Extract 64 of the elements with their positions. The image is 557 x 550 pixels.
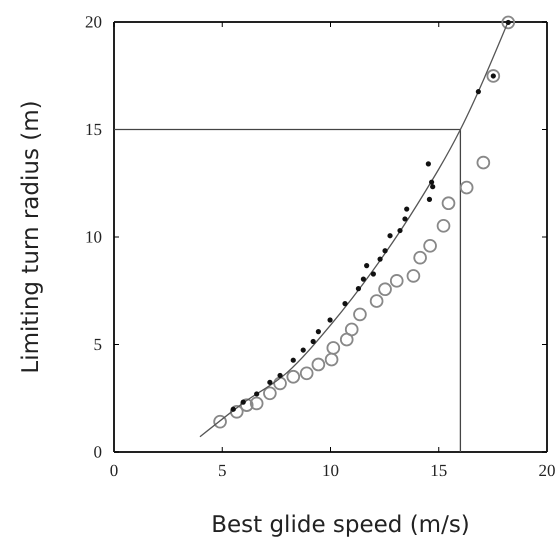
- point: [413, 250, 427, 264]
- x-tick-label: 15: [430, 461, 448, 480]
- point: [426, 196, 432, 202]
- point: [442, 196, 456, 210]
- point: [501, 16, 516, 30]
- point: [290, 358, 296, 363]
- point: [486, 69, 500, 83]
- point: [340, 332, 354, 346]
- point: [476, 89, 481, 94]
- y-tick-label: 10: [85, 227, 102, 246]
- point: [402, 216, 408, 222]
- x-tick-label: 20: [538, 461, 556, 480]
- point: [390, 274, 404, 288]
- y-tick-label: 0: [94, 442, 102, 462]
- point: [428, 180, 434, 185]
- point: [277, 372, 283, 378]
- point: [254, 391, 260, 397]
- point: [423, 239, 437, 253]
- point: [327, 317, 333, 323]
- point: [273, 376, 287, 390]
- point: [382, 248, 388, 254]
- point: [370, 271, 376, 277]
- point: [353, 308, 367, 322]
- point: [300, 347, 306, 353]
- point: [404, 206, 410, 212]
- point: [300, 366, 314, 380]
- point: [263, 386, 277, 400]
- point: [387, 233, 393, 238]
- point: [406, 269, 420, 283]
- point: [356, 286, 362, 292]
- point: [364, 262, 370, 268]
- y-axis-title: Limiting turn radius (m): [18, 100, 44, 374]
- x-axis-title: Best glide speed (m/s): [211, 512, 470, 538]
- point: [360, 276, 366, 282]
- point: [267, 380, 272, 385]
- point: [326, 341, 340, 355]
- point: [397, 228, 403, 234]
- point: [286, 370, 300, 384]
- point: [240, 400, 246, 405]
- point: [476, 156, 490, 170]
- point: [250, 396, 264, 410]
- point: [377, 256, 383, 262]
- point: [310, 338, 316, 344]
- point: [342, 301, 348, 306]
- point: [324, 352, 338, 366]
- point: [316, 328, 321, 334]
- point: [344, 322, 359, 336]
- point: [460, 180, 474, 194]
- x-tick-label: 0: [110, 461, 118, 480]
- y-tick-label: 15: [85, 120, 102, 139]
- point: [430, 184, 436, 190]
- point: [378, 282, 392, 296]
- y-tick-label: 20: [85, 12, 102, 32]
- point: [370, 294, 384, 308]
- x-tick-label: 10: [322, 461, 339, 480]
- point: [240, 398, 254, 412]
- point: [426, 161, 431, 167]
- y-tick-label: 5: [94, 334, 102, 354]
- point: [312, 358, 326, 372]
- point: [230, 406, 236, 412]
- point: [230, 404, 244, 419]
- point: [213, 414, 227, 428]
- x-tick-label: 5: [218, 461, 226, 480]
- point: [436, 219, 450, 233]
